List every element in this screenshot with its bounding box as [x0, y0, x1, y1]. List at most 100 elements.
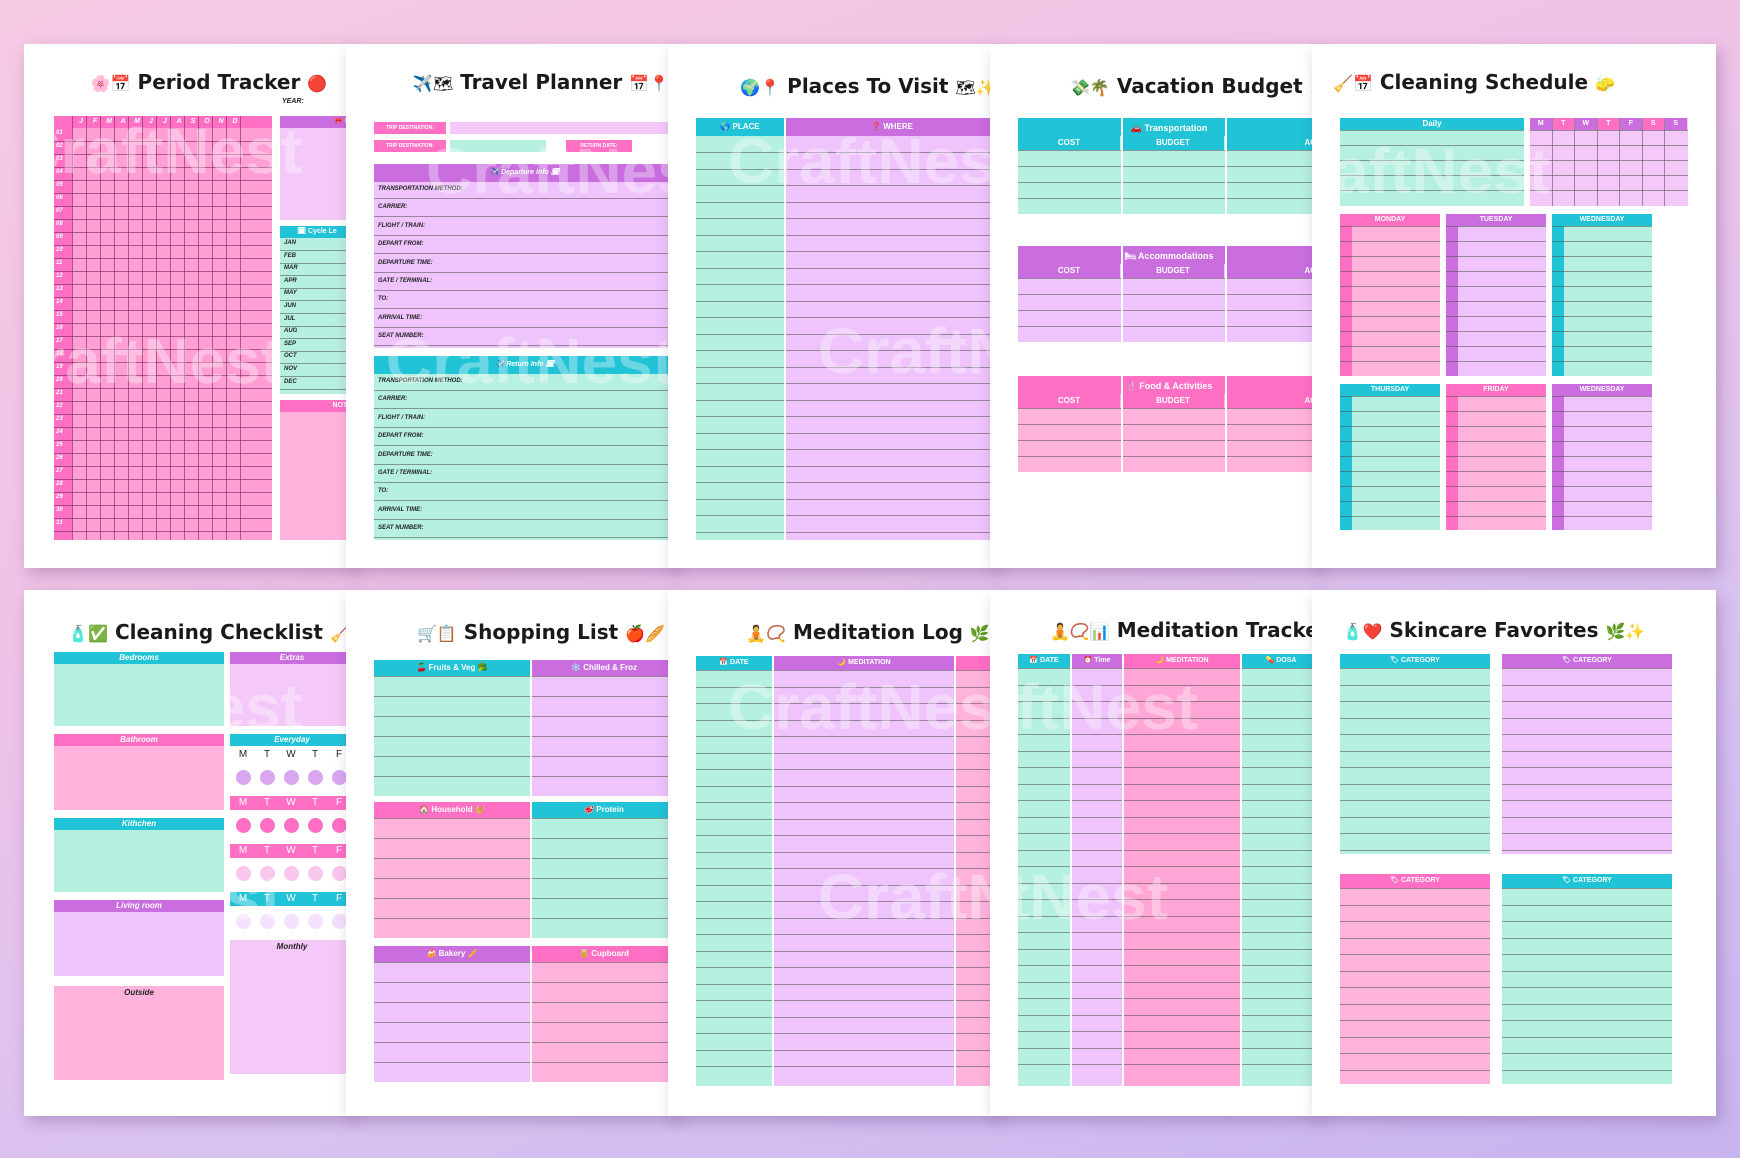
place-row-line [786, 531, 998, 533]
check-circle[interactable] [332, 770, 347, 785]
category-row-line [1502, 816, 1672, 818]
place-row-line [696, 416, 784, 417]
log-row-line [696, 917, 772, 919]
tracker-row-line [1072, 717, 1122, 719]
log-row-line [774, 934, 954, 935]
place-row-line [786, 333, 998, 335]
week-letter: T [1552, 118, 1574, 130]
place-row-line [786, 185, 998, 186]
log-row-line [774, 719, 954, 721]
category-row-line [1340, 767, 1490, 768]
check-circle[interactable] [308, 818, 323, 833]
tracker-row-line [1018, 899, 1070, 900]
place-row-line [696, 498, 784, 500]
actual-column-header: AC [1226, 264, 1320, 278]
check-circle[interactable] [284, 914, 299, 929]
log-row-line [696, 1000, 772, 1001]
check-circle[interactable] [308, 866, 323, 881]
task-row-line [1340, 441, 1440, 442]
tracker-row-line [1124, 750, 1240, 752]
day-number: 26 [56, 455, 63, 461]
travel-field-label: DEPARTURE TIME: [378, 259, 433, 266]
cycle-month: DEC [284, 378, 297, 385]
check-circle[interactable] [260, 770, 275, 785]
task-row-line [1340, 516, 1440, 517]
category-row-line [1502, 970, 1672, 972]
grid-row-line [54, 518, 272, 519]
check-circle[interactable] [332, 818, 347, 833]
shopping-row-line [532, 676, 676, 677]
category-row-line [1502, 1069, 1672, 1071]
category-row-line [1502, 717, 1672, 719]
task-row-line [1340, 361, 1440, 362]
category-row-line [1340, 684, 1490, 686]
check-circle[interactable] [236, 770, 251, 785]
log-row-line [774, 950, 954, 952]
check-circle[interactable] [332, 866, 347, 881]
log-row-line [696, 934, 772, 935]
shopping-row-line [532, 818, 676, 819]
room-panel: Bedrooms [54, 652, 224, 726]
shopping-row-line [374, 838, 530, 839]
trip-destination-field-2[interactable] [450, 140, 546, 152]
category-row-line [1340, 1036, 1490, 1038]
month-letter: J [79, 118, 83, 125]
task-row-line [1552, 361, 1652, 362]
tracker-row-line [1124, 981, 1240, 983]
log-row-line [774, 818, 954, 820]
tracker-row-line [1242, 800, 1320, 801]
grid-col-line [72, 116, 73, 540]
month-header-row [54, 116, 272, 128]
check-circle[interactable] [236, 914, 251, 929]
log-row-line [696, 884, 772, 886]
check-circle[interactable] [236, 818, 251, 833]
task-row-line [1446, 456, 1546, 457]
log-row-line [956, 1000, 998, 1001]
log-row-line [956, 719, 998, 721]
check-circle[interactable] [236, 866, 251, 881]
grid-col-line [198, 116, 199, 540]
meditation-chart-icon: 🧘📿📊 [1050, 622, 1110, 641]
week-col-line [1574, 118, 1575, 206]
place-row-line [786, 482, 998, 483]
place-row-line [696, 350, 784, 351]
grid-row-line [54, 323, 272, 324]
shopping-row-line [374, 962, 530, 963]
check-circle[interactable] [284, 818, 299, 833]
return-date-label: RETURN DATE: [566, 140, 632, 152]
broom-icon: 🧹 [329, 624, 350, 643]
day-number: 12 [56, 273, 63, 279]
grid-row-line [54, 154, 272, 155]
category-row-line [1502, 904, 1672, 906]
check-circle[interactable] [308, 770, 323, 785]
place-row-line [786, 383, 998, 384]
check-circle[interactable] [332, 914, 347, 929]
day-letter: T [311, 749, 319, 760]
trip-destination-field[interactable] [450, 122, 676, 134]
place-row-line [696, 465, 784, 467]
check-circle[interactable] [260, 914, 275, 929]
departure-info-panel: ✈️ Departure Info 🗓 TRANSPORTATION METHO… [374, 164, 676, 348]
shopping-row-line [374, 756, 530, 757]
budget-row-line [1018, 440, 1320, 441]
tracker-row-line [1242, 965, 1320, 966]
task-row-line [1446, 241, 1546, 242]
check-circle[interactable] [284, 866, 299, 881]
cycle-month: FEB [284, 252, 296, 259]
tracker-row-line [1018, 750, 1070, 752]
tracker-row-line [1124, 965, 1240, 966]
cycle-row-line [280, 338, 354, 340]
log-row-line [956, 967, 998, 968]
log-row-line [696, 703, 772, 704]
monthly-panel: Monthly [230, 940, 354, 1074]
budget-col-line [1121, 118, 1123, 214]
check-circle[interactable] [260, 866, 275, 881]
daily-header: Daily [1340, 118, 1524, 130]
check-circle[interactable] [260, 818, 275, 833]
budget-col-line [1121, 246, 1123, 342]
day-number: 17 [56, 338, 63, 344]
check-circle[interactable] [308, 914, 323, 929]
check-circle[interactable] [284, 770, 299, 785]
grid-row-line [54, 180, 272, 181]
log-row-line [774, 1016, 954, 1018]
